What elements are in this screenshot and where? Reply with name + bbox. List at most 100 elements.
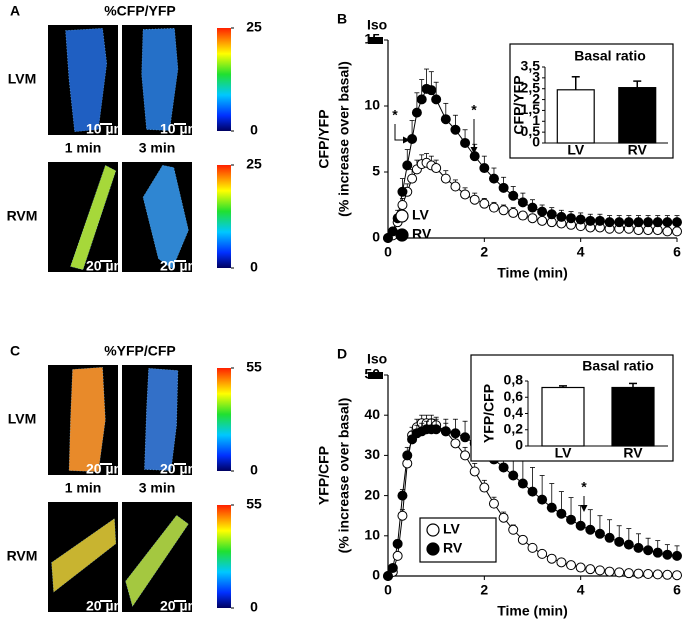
scale-bar-label: 10 µm [160,121,200,137]
bar [541,386,585,447]
x-tick-label: 0 [384,244,392,260]
cell [70,164,117,271]
time-label: 1 min [65,140,102,156]
marker [440,114,451,125]
y-tick-label: 0,6 [504,388,524,404]
y-tick-label: 10 [364,527,380,543]
colorbar-tick-label: 25 [246,19,262,35]
marker [498,182,509,193]
marker [508,524,519,535]
marker [460,189,471,200]
arrow [394,124,406,141]
marker [517,478,528,489]
marker [546,553,557,564]
marker [633,217,644,228]
colorbar [217,505,231,608]
marker [387,562,398,573]
marker [537,548,548,559]
scale-bar-label: 20 µm [86,258,126,274]
inset-title: Basal ratio [582,358,654,374]
cell [125,514,189,608]
marker [623,539,634,550]
marker [392,538,403,549]
marker [517,210,528,221]
marker [402,450,413,461]
marker [479,198,490,209]
y-tick-label: 1,5 [521,101,541,117]
colorbar [217,28,231,131]
marker [566,560,577,571]
colorbar [217,165,231,268]
marker [397,200,408,210]
annotation: * [392,107,398,123]
marker [488,498,499,509]
marker [508,207,519,218]
marker [460,450,471,461]
y-tick-label: 0,5 [521,123,541,139]
y-tick-label: 2 [532,90,540,106]
x-tick-label: 0 [384,582,392,598]
marker [537,494,548,505]
y-tick-label: 0 [532,134,540,150]
marker [411,107,422,118]
marker [575,520,586,531]
marker [431,94,442,105]
y-tick-label: 1 [532,112,540,128]
y-tick-label: 2,5 [521,79,541,95]
marker [440,426,451,437]
y-tick-label: 30 [364,446,380,462]
marker [407,134,418,144]
marker [397,490,408,501]
marker [594,528,605,539]
colorbar-tick-label: 0 [250,462,258,478]
marker [672,570,682,581]
x-tick-label: 2 [480,244,488,260]
y-tick-label: 0,2 [504,420,524,436]
y-axis-title: YFP/CFP [316,446,332,505]
x-tick-label: RV [628,142,648,158]
marker [469,194,480,205]
marker [614,536,625,547]
marker [614,567,625,578]
marker [383,571,393,581]
legend-marker [426,542,440,556]
marker [556,557,567,568]
x-axis-title: Time (min) [497,265,568,281]
x-axis-title: Time (min) [497,603,568,619]
y-tick-label: 0,8 [504,372,524,388]
scale-bar-label: 20 µm [160,461,200,477]
marker [397,510,408,521]
scale-bar-label: 20 µm [160,598,200,614]
y-tick-label: 3 [532,69,540,85]
scale-bar-label: 20 µm [160,258,200,274]
marker [643,568,654,579]
marker [652,569,663,580]
marker [546,209,557,220]
bar [618,87,657,144]
marker [508,470,519,481]
arrow-head [470,147,478,154]
marker [566,213,577,224]
marker [604,566,615,577]
colorbar-tick-label: 55 [246,359,262,375]
legend-marker [395,228,409,242]
marker [488,173,499,184]
marker [662,217,673,228]
marker [460,432,471,443]
y-tick-label: 3,5 [521,58,541,74]
colorbar-tick-label: 0 [250,259,258,275]
legend-label: RV [443,540,463,556]
marker [402,160,413,171]
bar [611,386,655,447]
row-label: LVM [8,71,37,87]
y-tick-label: 20 [364,486,380,502]
marker [407,173,418,184]
marker [672,226,682,237]
marker [508,190,519,201]
panel-label: B [337,11,347,27]
x-tick-label: 4 [577,582,585,598]
colorbar-tick-label: 0 [250,122,258,138]
marker [397,186,408,197]
marker [604,217,615,228]
